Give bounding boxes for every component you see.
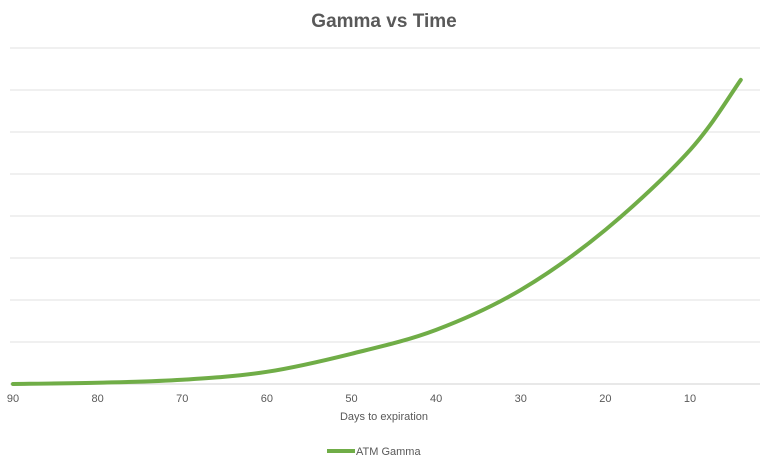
x-axis-label: Days to expiration [340,411,428,423]
x-tick-label: 80 [92,393,104,405]
legend: ATM Gamma [327,446,421,458]
legend-label: ATM Gamma [356,446,421,458]
x-tick-label: 90 [7,393,19,405]
x-tick-label: 10 [684,393,696,405]
chart-title: Gamma vs Time [311,11,456,32]
gridlines [10,47,760,385]
x-tick-label: 60 [261,393,273,405]
x-tick-labels: 90 80 70 60 50 40 30 20 10 [7,393,696,405]
x-tick-label: 70 [176,393,188,405]
x-tick-label: 40 [430,393,442,405]
x-tick-label: 50 [345,393,357,405]
x-tick-label: 20 [599,393,611,405]
x-tick-label: 30 [515,393,527,405]
series-line-atm-gamma [11,77,743,386]
